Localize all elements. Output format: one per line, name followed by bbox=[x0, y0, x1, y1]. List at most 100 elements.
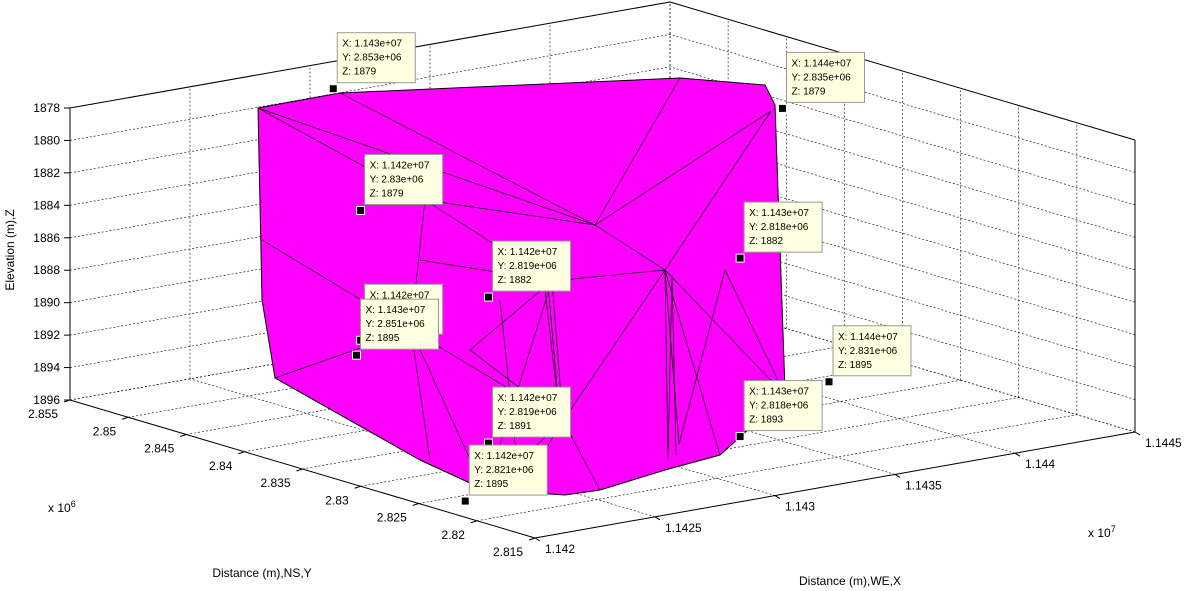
z-axis-label: Elevation (m),Z bbox=[3, 209, 17, 290]
datatip-text: Y: 2.83e+06 bbox=[370, 174, 424, 185]
datatip-text: X: 1.144e+07 bbox=[792, 58, 852, 69]
datatip-box bbox=[786, 51, 865, 103]
axis-line bbox=[669, 1, 1136, 141]
x-tick-label: 1.1425 bbox=[665, 521, 702, 535]
datatip-box bbox=[743, 380, 823, 432]
datatip-marker bbox=[328, 84, 338, 94]
x-tick bbox=[894, 473, 901, 478]
y-tick-label: 2.845 bbox=[144, 442, 174, 456]
y-tick bbox=[354, 485, 361, 489]
datatip-text: Y: 2.853e+06 bbox=[342, 53, 402, 64]
grid-line bbox=[476, 414, 1077, 522]
y-tick bbox=[180, 434, 187, 437]
datatip: X: 1.143e+07 Y: 2.851e+06 Z: 1895 bbox=[352, 298, 439, 360]
datatip-text: X: 1.143e+07 bbox=[749, 208, 809, 219]
y-tick-label: 2.815 bbox=[493, 545, 523, 559]
datatip-text: Z: 1893 bbox=[749, 415, 783, 426]
grid-line bbox=[69, 34, 671, 141]
datatip: X: 1.143e+07 Y: 2.818e+06 Z: 1882 bbox=[735, 201, 823, 263]
datatip-marker bbox=[352, 350, 361, 360]
x-multiplier: x 107 bbox=[1088, 524, 1116, 540]
y-tick bbox=[412, 503, 419, 506]
datatip: X: 1.143e+07 Y: 2.853e+06 Z: 1879 bbox=[328, 32, 416, 94]
x-multiplier-exponent: 7 bbox=[1111, 524, 1116, 534]
datatip-box bbox=[364, 153, 444, 205]
datatip: X: 1.142e+07 Y: 2.819e+06 Z: 1882 bbox=[484, 240, 571, 302]
datatip-box bbox=[492, 386, 571, 438]
datatip-text: X: 1.143e+07 bbox=[366, 305, 426, 316]
y-multiplier-exponent: 6 bbox=[71, 499, 76, 509]
z-tick-label: 1888 bbox=[33, 263, 60, 277]
y-tick-label: 2.85 bbox=[93, 424, 117, 438]
y-tick bbox=[296, 468, 303, 472]
datatip-text: X: 1.142e+07 bbox=[370, 160, 430, 171]
datatip-box bbox=[360, 298, 439, 350]
grid-line bbox=[189, 378, 656, 518]
datatip-marker bbox=[460, 496, 470, 506]
z-tick-label: 1894 bbox=[33, 361, 60, 375]
datatip-text: Y: 2.835e+06 bbox=[792, 72, 852, 83]
x-axis-label: Distance (m),WE,X bbox=[799, 574, 901, 588]
z-tick-label: 1884 bbox=[33, 198, 60, 212]
datatip-text: Y: 2.821e+06 bbox=[474, 465, 534, 476]
x-tick-label: 1.1435 bbox=[905, 478, 942, 492]
x-tick bbox=[654, 516, 661, 521]
datatip-marker bbox=[735, 432, 745, 442]
datatip-text: Z: 1895 bbox=[474, 479, 508, 490]
y-tick-label: 2.83 bbox=[325, 493, 349, 507]
y-multiplier: x 106 bbox=[48, 499, 76, 515]
datatip-marker bbox=[824, 377, 834, 387]
x-multiplier-base: x 10 bbox=[1088, 526, 1111, 540]
datatip-text: Y: 2.818e+06 bbox=[749, 222, 809, 233]
datatip-text: Z: 1895 bbox=[838, 360, 872, 371]
datatip-text: Y: 2.819e+06 bbox=[498, 407, 558, 418]
y-tick bbox=[121, 416, 129, 420]
datatip-marker bbox=[778, 103, 787, 113]
datatip-box bbox=[832, 325, 912, 377]
x-tick-label: 1.1445 bbox=[1145, 436, 1182, 450]
datatip: X: 1.143e+07 Y: 2.818e+06 Z: 1893 bbox=[735, 380, 823, 442]
x-tick-label: 1.142 bbox=[545, 542, 575, 556]
z-tick-label: 1878 bbox=[33, 101, 60, 115]
datatip-text: Y: 2.818e+06 bbox=[749, 401, 809, 412]
x-tick bbox=[774, 495, 781, 500]
x-tick bbox=[534, 537, 541, 542]
datatip: X: 1.144e+07 Y: 2.835e+06 Z: 1879 bbox=[778, 51, 865, 113]
datatip: X: 1.142e+07 Y: 2.819e+06 Z: 1891 bbox=[484, 386, 571, 448]
y-tick bbox=[528, 537, 536, 541]
datatip-text: Y: 2.819e+06 bbox=[498, 261, 558, 272]
x-tick bbox=[1014, 452, 1021, 457]
z-tick-label: 1886 bbox=[33, 231, 60, 245]
y-tick-label: 2.855 bbox=[28, 407, 58, 421]
x-tick-label: 1.143 bbox=[785, 500, 815, 514]
datatip-text: Z: 1891 bbox=[498, 421, 532, 432]
datatip-text: Z: 1882 bbox=[498, 275, 532, 286]
datatip-text: X: 1.142e+07 bbox=[370, 290, 430, 301]
y-tick-label: 2.84 bbox=[209, 459, 233, 473]
datatip: X: 1.142e+07 Y: 2.83e+06 Z: 1879 bbox=[356, 153, 444, 215]
datatip-text: Z: 1879 bbox=[370, 188, 404, 199]
axes: 1.142 1.1425 1.143 1.1435 1.144 1.1445 2.815 2.… bbox=[28, 1, 1182, 559]
grid-line bbox=[669, 34, 1136, 173]
datatip-text: X: 1.143e+07 bbox=[749, 387, 809, 398]
y-axis-label: Distance (m),NS,Y bbox=[212, 566, 311, 580]
datatip-text: X: 1.142e+07 bbox=[498, 393, 558, 404]
datatip: X: 1.144e+07 Y: 2.831e+06 Z: 1895 bbox=[824, 325, 912, 387]
datatip-text: Z: 1895 bbox=[366, 333, 400, 344]
datatip-marker bbox=[484, 292, 493, 302]
z-tick-label: 1880 bbox=[33, 133, 60, 147]
datatip-text: Z: 1882 bbox=[749, 236, 783, 247]
y-tick-label: 2.82 bbox=[442, 528, 466, 542]
z-tick-label: 1892 bbox=[33, 328, 60, 342]
datatip-marker bbox=[356, 205, 366, 215]
datatip-text: X: 1.143e+07 bbox=[342, 39, 402, 50]
z-tick-label: 1890 bbox=[33, 296, 60, 310]
datatip-text: Z: 1879 bbox=[342, 67, 376, 78]
x-tick-label: 1.144 bbox=[1025, 457, 1055, 471]
y-tick bbox=[470, 520, 478, 524]
datatip-text: Z: 1879 bbox=[792, 86, 826, 97]
y-tick bbox=[238, 451, 245, 455]
datatip-box bbox=[492, 240, 571, 292]
